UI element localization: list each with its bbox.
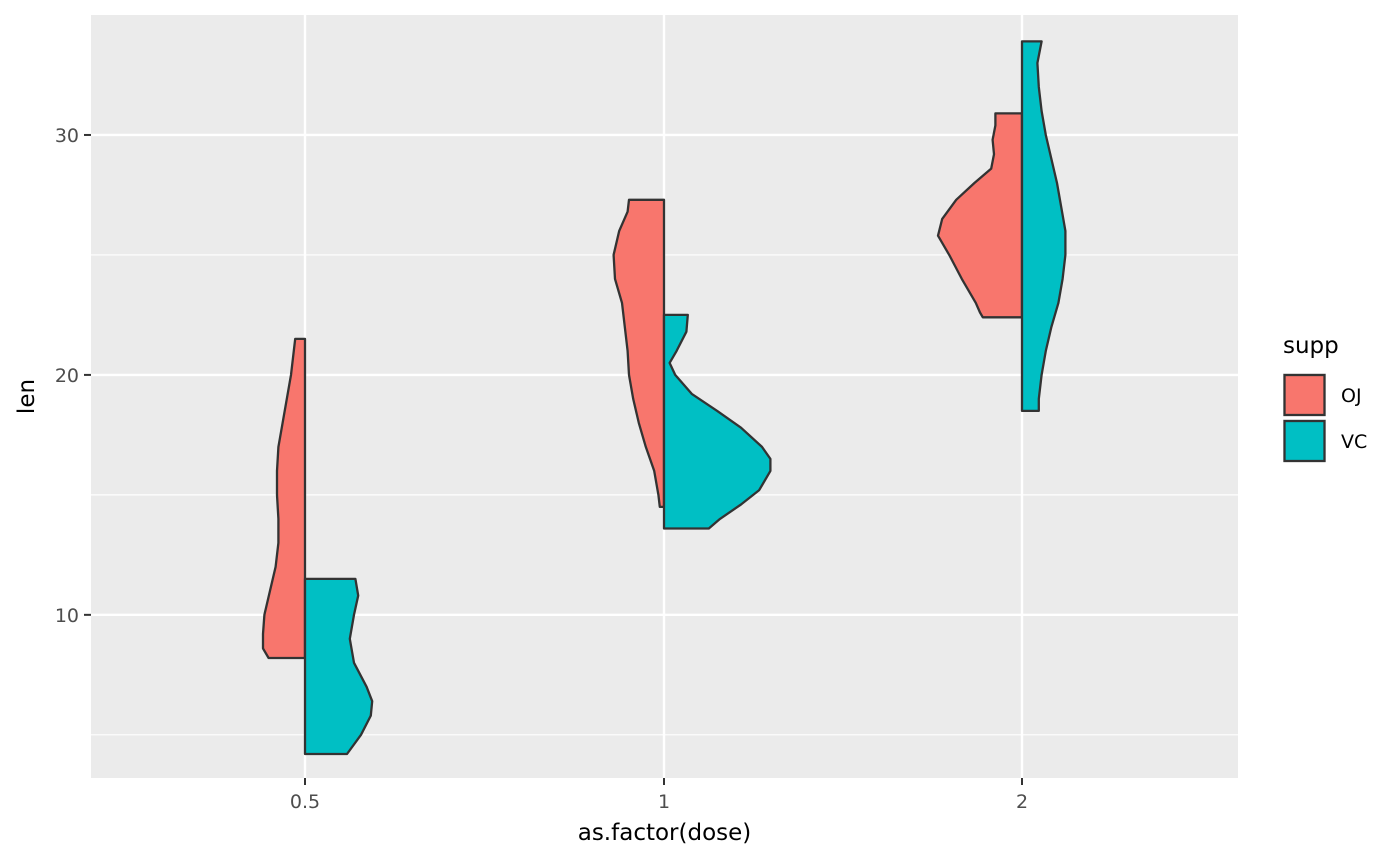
legend-label-oj: OJ	[1341, 385, 1362, 407]
axes: 10 20 30 0.5 1 2	[55, 125, 1028, 813]
violin-oj-dose-0_5	[261, 337, 307, 660]
x-tick-label: 2	[1016, 791, 1028, 813]
legend: supp OJ VC	[1283, 333, 1367, 463]
y-axis-title: len	[14, 379, 40, 414]
violin-vc-dose-0_5	[303, 577, 374, 756]
violin-oj-dose-1	[612, 198, 666, 509]
x-tick-label: 1	[658, 791, 670, 813]
legend-label-vc: VC	[1341, 431, 1367, 453]
y-tick-label: 10	[55, 605, 79, 627]
violin-layer	[261, 40, 1067, 756]
violin-oj-dose-2	[936, 112, 1024, 319]
violin-vc-dose-1	[662, 313, 772, 530]
x-tick-label: 0.5	[290, 791, 320, 813]
legend-title: supp	[1283, 333, 1339, 359]
x-axis-title: as.factor(dose)	[578, 820, 752, 846]
legend-key-vc	[1283, 419, 1326, 463]
y-tick-label: 20	[55, 365, 79, 387]
legend-key-oj	[1283, 373, 1326, 417]
y-tick-label: 30	[55, 125, 79, 147]
violin-vc-dose-2	[1020, 40, 1067, 413]
